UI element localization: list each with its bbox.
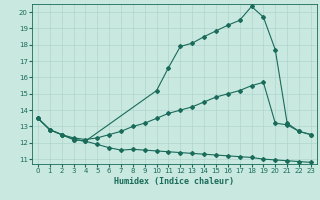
X-axis label: Humidex (Indice chaleur): Humidex (Indice chaleur) [115,177,234,186]
